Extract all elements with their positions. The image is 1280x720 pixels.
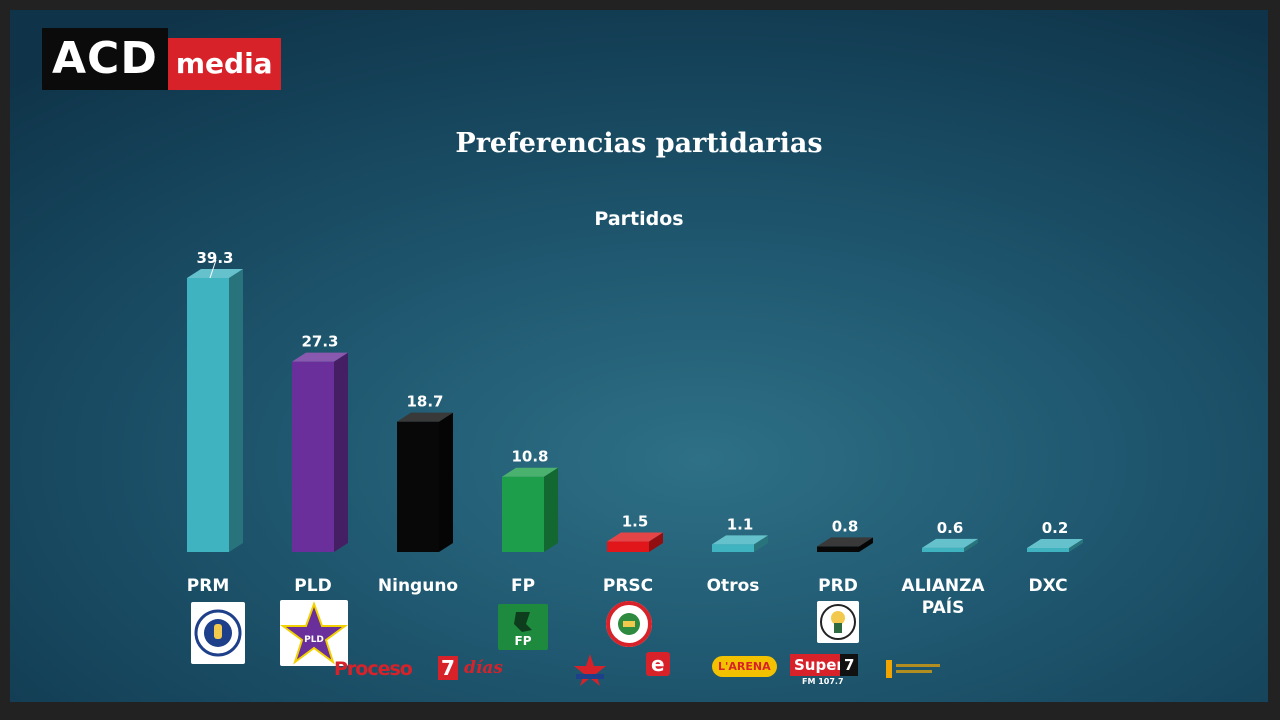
prm-emblem-icon bbox=[194, 609, 242, 657]
bar-side-alianza-pa-s bbox=[964, 538, 978, 552]
bar-front-ninguno bbox=[397, 421, 439, 552]
sponsor-cross-icon bbox=[574, 654, 606, 686]
value-label-ninguno: 18.7 bbox=[406, 393, 443, 411]
fp-logo: FP bbox=[498, 604, 548, 650]
logo-acd-text: ACD bbox=[42, 28, 168, 90]
sponsor-logos: Proceso 7 días e L'ARENA Super 7 FM 107.… bbox=[330, 650, 950, 690]
bar-top-fp bbox=[502, 467, 558, 477]
sponsor-7dias-number: 7 bbox=[438, 656, 458, 680]
bar-side-dxc bbox=[1069, 539, 1083, 552]
bar-fp: 10.8 bbox=[502, 448, 558, 552]
chart-title: Preferencias partidarias bbox=[455, 128, 823, 159]
category-label-line: DXC bbox=[1028, 576, 1068, 596]
bar-front-prd bbox=[817, 546, 859, 552]
pld-logo: PLD bbox=[279, 600, 349, 666]
value-label-prm: 39.3 bbox=[196, 249, 233, 267]
sponsor-global-icon bbox=[886, 660, 940, 678]
prd-emblem-icon bbox=[820, 604, 856, 640]
sponsor-super: Super bbox=[790, 654, 848, 676]
category-label-otros: Otros bbox=[668, 575, 798, 597]
fp-emblem-icon: FP bbox=[514, 612, 532, 648]
bar-side-ninguno bbox=[439, 412, 453, 552]
sponsor-e: e bbox=[646, 652, 670, 676]
category-label-line: Otros bbox=[706, 576, 760, 596]
bar-alianza-pa-s: 0.6 bbox=[922, 519, 978, 552]
value-label-dxc: 0.2 bbox=[1042, 519, 1069, 537]
bar-side-fp bbox=[544, 467, 558, 552]
bar-top-dxc bbox=[1027, 539, 1083, 548]
bar-front-dxc bbox=[1027, 548, 1069, 552]
acd-media-logo: ACD media bbox=[42, 28, 281, 90]
bar-front-alianza-pa-s bbox=[922, 547, 964, 552]
category-label-line: PLD bbox=[294, 576, 332, 596]
fp-logo-text: FP bbox=[515, 634, 532, 648]
pld-logo-text: PLD bbox=[304, 635, 324, 645]
bar-side-prsc bbox=[649, 532, 663, 552]
pld-star-icon: PLD bbox=[279, 601, 349, 665]
chart-stage: ACD media Preferencias partidarias Parti… bbox=[10, 10, 1268, 702]
bar-ninguno: 18.7 bbox=[397, 393, 453, 552]
category-label-fp: FP bbox=[458, 575, 588, 597]
bar-side-prd bbox=[859, 537, 873, 552]
sponsor-7dias-word: días bbox=[464, 658, 503, 678]
sponsor-larena: L'ARENA bbox=[712, 656, 777, 677]
prd-logo bbox=[817, 601, 859, 643]
bar-top-prsc bbox=[607, 532, 663, 542]
prsc-emblem-icon bbox=[606, 601, 652, 647]
category-label-prm: PRM bbox=[143, 575, 273, 597]
prm-logo bbox=[191, 602, 245, 664]
category-label-alianza-pa-s: ALIANZA PAÍS bbox=[878, 575, 1008, 619]
bar-top-prm bbox=[187, 269, 243, 278]
bar-prd: 0.8 bbox=[817, 517, 873, 552]
value-label-prd: 0.8 bbox=[832, 517, 859, 535]
logo-media-text: media bbox=[167, 38, 281, 90]
value-leader-line bbox=[209, 259, 217, 279]
bar-front-otros bbox=[712, 544, 754, 552]
value-label-pld: 27.3 bbox=[301, 333, 338, 351]
bar-front-pld bbox=[292, 361, 334, 552]
bar-dxc: 0.2 bbox=[1027, 519, 1083, 552]
category-label-line: PRSC bbox=[602, 576, 654, 596]
category-label-ninguno: Ninguno bbox=[353, 575, 483, 597]
category-label-line: FP bbox=[510, 576, 536, 596]
category-label-dxc: DXC bbox=[983, 575, 1113, 597]
prsc-logo bbox=[606, 601, 652, 647]
category-label-line: PRM bbox=[186, 576, 230, 596]
bar-top-ninguno bbox=[397, 412, 453, 422]
bar-prm: 39.3 bbox=[187, 249, 243, 552]
value-label-otros: 1.1 bbox=[727, 515, 754, 533]
category-label-prd: PRD bbox=[773, 575, 903, 597]
category-label-pld: PLD bbox=[248, 575, 378, 597]
value-label-prsc: 1.5 bbox=[622, 513, 649, 531]
bar-front-fp bbox=[502, 476, 544, 552]
bar-top-alianza-pa-s bbox=[922, 538, 978, 548]
bar-side-otros bbox=[754, 535, 768, 552]
bar-front-prm bbox=[187, 278, 229, 552]
sponsor-super-7: 7 bbox=[840, 654, 859, 676]
bar-chart: 39.3 27.3 18.7 10.8 1.5 1.1 0.8 0.6 0.2 bbox=[187, 249, 1083, 552]
bar-top-prd bbox=[817, 537, 873, 547]
bar-top-pld bbox=[292, 352, 348, 362]
bar-pld: 27.3 bbox=[292, 333, 348, 552]
bar-front-prsc bbox=[607, 541, 649, 552]
bar-side-prm bbox=[229, 269, 243, 552]
category-label-line: PAÍS bbox=[921, 598, 965, 618]
sponsor-proceso: Proceso bbox=[334, 658, 413, 680]
value-label-fp: 10.8 bbox=[511, 448, 548, 466]
bar-prsc: 1.5 bbox=[607, 513, 663, 552]
chart-subtitle: Partidos bbox=[594, 208, 684, 230]
category-label-prsc: PRSC bbox=[563, 575, 693, 597]
bar-top-otros bbox=[712, 535, 768, 545]
value-label-alianza-pa-s: 0.6 bbox=[937, 519, 964, 537]
bar-side-pld bbox=[334, 352, 348, 552]
bar-otros: 1.1 bbox=[712, 515, 768, 552]
sponsor-super-fm: FM 107.7 bbox=[802, 677, 844, 686]
category-label-line: PRD bbox=[818, 576, 858, 596]
category-label-line: Ninguno bbox=[377, 576, 459, 596]
category-label-line: ALIANZA bbox=[901, 576, 985, 596]
